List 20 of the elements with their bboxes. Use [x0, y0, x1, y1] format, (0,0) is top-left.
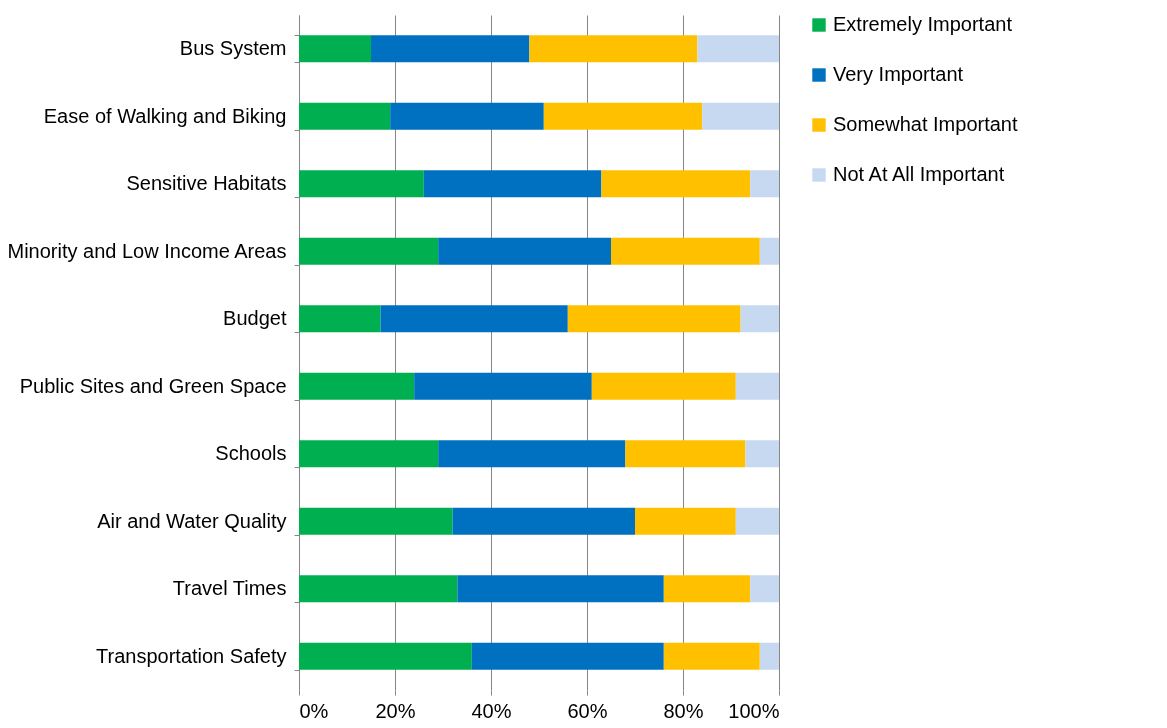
- y-tick-label: Air and Water Quality: [97, 509, 287, 532]
- x-tick-label: 20%: [375, 699, 416, 722]
- x-tick-label: 60%: [567, 699, 608, 722]
- y-tick-label: Travel Times: [172, 577, 287, 600]
- legend-label: Not At All Important: [833, 163, 1005, 185]
- y-tick-label: Ease of Walking and Biking: [43, 104, 287, 127]
- x-tick-label: 100%: [728, 699, 780, 722]
- y-tick-label: Minority and Low Income Areas: [7, 239, 287, 262]
- y-tick-label: Transportation Safety: [96, 644, 287, 667]
- y-tick-label: Budget: [223, 307, 287, 330]
- x-tick-label: 0%: [299, 699, 329, 722]
- y-tick-label: Sensitive Habitats: [126, 172, 287, 195]
- y-tick-label: Public Sites and Green Space: [19, 374, 287, 397]
- legend-label: Somewhat Important: [833, 113, 1018, 135]
- y-tick-label: Bus System: [179, 37, 287, 60]
- x-tick-label: 40%: [471, 699, 512, 722]
- x-tick-label: 80%: [663, 699, 704, 722]
- legend-label: Extremely Important: [833, 13, 1013, 35]
- y-tick-label: Schools: [215, 442, 287, 465]
- legend-label: Very Important: [833, 63, 964, 85]
